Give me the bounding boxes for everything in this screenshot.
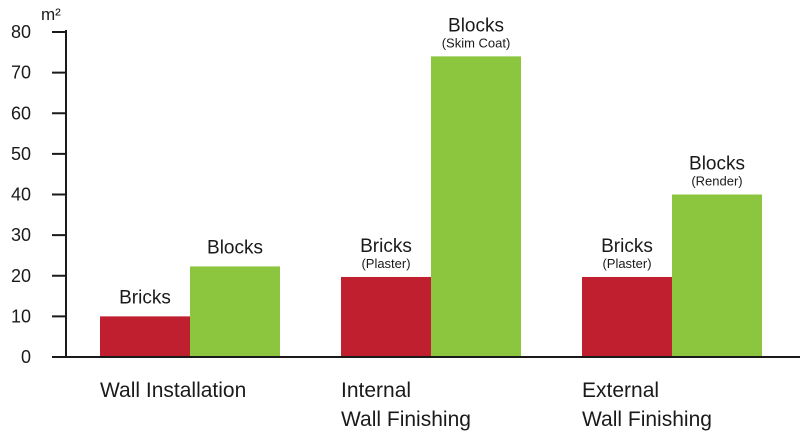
bar-label: Blocks bbox=[689, 154, 745, 175]
y-tick-label: 60 bbox=[11, 103, 31, 123]
category-label: External bbox=[582, 379, 659, 402]
bars bbox=[100, 56, 762, 357]
y-tick-label: 10 bbox=[11, 306, 31, 326]
bar-bricks bbox=[341, 276, 431, 357]
bar-label: Bricks bbox=[360, 236, 412, 257]
y-axis-unit-label: m² bbox=[41, 5, 61, 24]
y-tick-label: 30 bbox=[11, 225, 31, 245]
bar-blocks bbox=[431, 56, 521, 357]
bar-sublabel: (Render) bbox=[691, 174, 742, 189]
bar-label: Blocks bbox=[448, 15, 504, 36]
bar-label: Blocks bbox=[207, 237, 263, 258]
bar-sublabel: (Skim Coat) bbox=[442, 35, 511, 50]
bar-label: Bricks bbox=[601, 236, 653, 257]
bar-sublabel: (Plaster) bbox=[361, 256, 410, 271]
y-tick-label: 0 bbox=[21, 347, 31, 367]
y-tick-label: 20 bbox=[11, 266, 31, 286]
category-label: Internal bbox=[341, 379, 411, 402]
y-tick-label: 40 bbox=[11, 185, 31, 205]
y-tick-label: 50 bbox=[11, 144, 31, 164]
bar-blocks bbox=[672, 194, 762, 357]
category-label: Wall Finishing bbox=[582, 408, 712, 431]
y-axis-ticks: 0 10 20 30 40 50 60 70 80 bbox=[11, 22, 66, 367]
y-tick-label: 80 bbox=[11, 22, 31, 42]
bar-sublabel: (Plaster) bbox=[602, 256, 651, 271]
bar-blocks bbox=[190, 266, 280, 357]
bar-bricks bbox=[582, 276, 672, 357]
category-label: Wall Finishing bbox=[341, 408, 471, 431]
category-labels: Wall Installation Internal Wall Finishing E… bbox=[100, 379, 712, 431]
y-tick-label: 70 bbox=[11, 63, 31, 83]
bar-bricks bbox=[100, 316, 190, 357]
bar-label: Bricks bbox=[119, 287, 171, 308]
category-label: Wall Installation bbox=[100, 379, 246, 402]
